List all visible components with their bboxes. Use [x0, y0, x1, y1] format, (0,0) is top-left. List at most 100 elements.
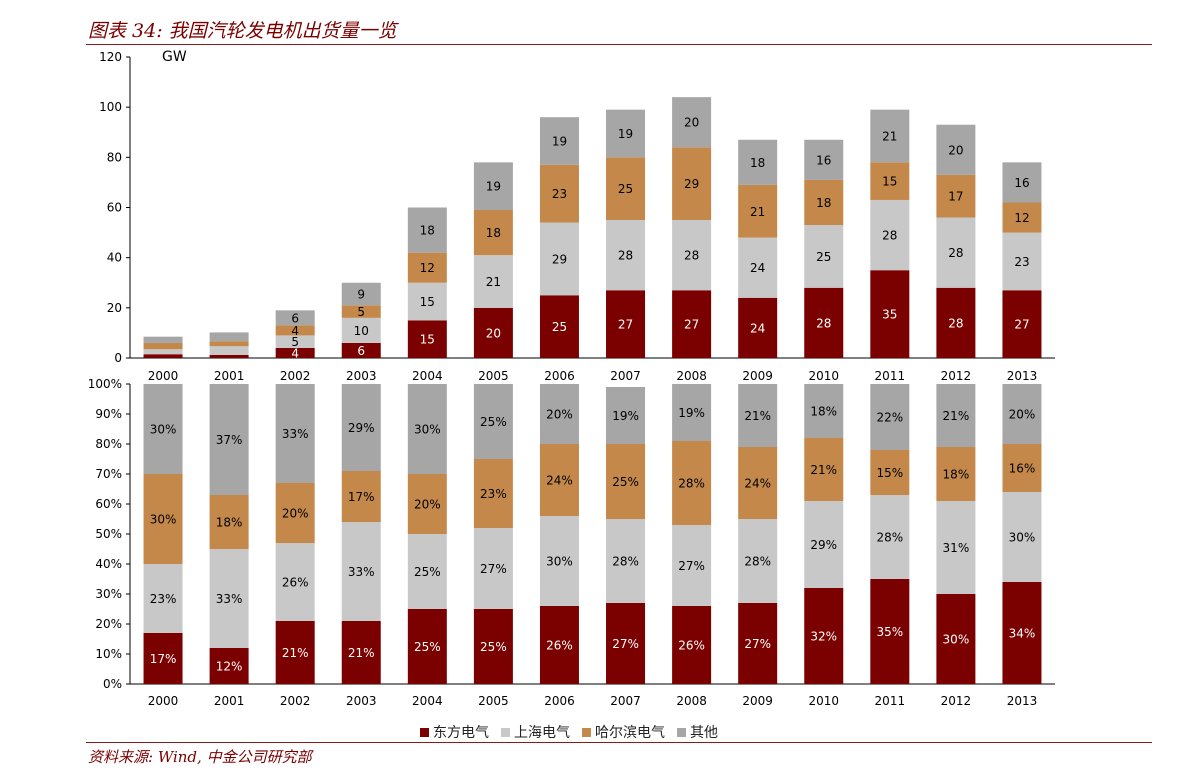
bar-pct-2004-s2 [407, 474, 447, 534]
bar-abs-2007-s3 [606, 109, 646, 158]
bar-abs-2001-s3 [209, 332, 249, 342]
data-label-pct-2010-s3: 18% [810, 405, 837, 419]
bar-abs-2001-s2 [209, 341, 249, 347]
data-label-abs-2008-s3: 20 [684, 116, 699, 130]
data-label-abs-2004-s0: 15 [420, 333, 435, 347]
bar-abs-2000-s0 [143, 354, 183, 358]
data-label-abs-2003-s1: 10 [354, 324, 369, 338]
y-tick-label-pct: 80% [95, 437, 122, 451]
bar-pct-2012-s0 [936, 594, 976, 684]
bar-pct-2010-s2 [804, 438, 844, 501]
data-label-pct-2002-s2: 20% [282, 507, 309, 521]
data-label-pct-2006-s3: 20% [546, 408, 573, 422]
data-label-abs-2006-s1: 29 [552, 252, 567, 266]
bar-abs-2011-s2 [870, 162, 910, 200]
bar-pct-2007-s1 [606, 519, 646, 603]
data-label-abs-2008-s2: 29 [684, 177, 699, 191]
legend: 东方电气 上海电气 哈尔滨电气 其他 [420, 722, 718, 742]
legend-item-harbin: 哈尔滨电气 [582, 722, 665, 742]
data-label-pct-2008-s1: 27% [678, 559, 705, 573]
y-tick-label-pct: 0% [103, 677, 122, 691]
data-label-abs-2010-s1: 25 [816, 250, 831, 264]
x-tick-label-abs: 2011 [875, 369, 906, 383]
data-label-pct-2002-s0: 21% [282, 646, 309, 660]
x-tick-label-pct: 2010 [808, 694, 839, 708]
bar-pct-2011-s2 [870, 450, 910, 495]
data-label-abs-2010-s2: 18 [816, 196, 831, 210]
bar-abs-2010-s3 [804, 139, 844, 180]
bar-abs-2013-s3 [1002, 162, 1042, 203]
data-label-pct-2010-s2: 21% [810, 463, 837, 477]
x-tick-label-pct: 2008 [676, 694, 707, 708]
bar-pct-2005-s0 [473, 609, 513, 684]
data-label-pct-2013-s2: 16% [1009, 462, 1036, 476]
bar-pct-2004-s1 [407, 534, 447, 609]
bar-pct-2005-s1 [473, 528, 513, 609]
bar-abs-2008-s0 [672, 290, 712, 358]
bar-abs-2013-s2 [1002, 202, 1042, 233]
bar-abs-2004-s3 [407, 207, 447, 253]
bar-pct-2007-s3 [606, 387, 646, 444]
bar-pct-2009-s2 [738, 447, 778, 519]
bar-pct-2001-s3 [209, 384, 249, 495]
bar-abs-2002-s2 [275, 325, 315, 336]
data-label-abs-2012-s2: 17 [948, 190, 963, 204]
data-label-pct-2012-s1: 31% [943, 541, 970, 555]
data-label-pct-2007-s3: 19% [612, 409, 639, 423]
bar-abs-2009-s3 [738, 139, 778, 185]
bar-abs-2002-s0 [275, 347, 315, 358]
bar-abs-2003-s1 [341, 317, 381, 343]
bar-abs-2005-s2 [473, 210, 513, 256]
bar-pct-2000-s0 [143, 633, 183, 684]
bar-pct-2006-s1 [539, 516, 579, 606]
x-tick-label-abs: 2002 [280, 369, 311, 383]
y-tick-label-pct: 60% [95, 497, 122, 511]
bar-abs-2003-s2 [341, 305, 381, 318]
bar-abs-2003-s3 [341, 282, 381, 306]
bar-pct-2013-s1 [1002, 492, 1042, 582]
legend-label-shanghai: 上海电气 [514, 725, 570, 741]
bar-abs-2004-s2 [407, 252, 447, 283]
bar-abs-2010-s1 [804, 225, 844, 288]
data-label-pct-2012-s0: 30% [943, 633, 970, 647]
data-label-pct-2000-s0: 17% [150, 652, 177, 666]
data-label-abs-2011-s1: 28 [882, 229, 897, 243]
data-label-abs-2005-s2: 18 [486, 226, 501, 240]
unit-label: GW [162, 49, 187, 65]
data-label-pct-2008-s3: 19% [678, 406, 705, 420]
y-tick-label-pct: 10% [95, 647, 122, 661]
bar-pct-2003-s1 [341, 522, 381, 621]
data-label-pct-2000-s3: 30% [150, 423, 177, 437]
data-label-pct-2011-s3: 22% [876, 411, 903, 425]
bar-abs-2009-s0 [738, 297, 778, 358]
data-label-abs-2005-s0: 20 [486, 326, 501, 340]
data-label-pct-2006-s1: 30% [546, 555, 573, 569]
bar-abs-2007-s1 [606, 220, 646, 291]
bar-abs-2013-s0 [1002, 290, 1042, 358]
x-tick-label-pct: 2006 [544, 694, 575, 708]
y-tick-label-abs: 20 [107, 301, 122, 315]
bar-pct-2010-s1 [804, 501, 844, 588]
bar-abs-2012-s0 [936, 287, 976, 358]
bar-pct-2008-s3 [672, 384, 712, 441]
data-label-abs-2007-s3: 19 [618, 127, 633, 141]
bar-pct-2012-s3 [936, 384, 976, 447]
data-label-pct-2001-s3: 37% [216, 433, 243, 447]
y-tick-label-pct: 90% [95, 407, 122, 421]
bar-pct-2006-s2 [539, 444, 579, 516]
data-label-abs-2002-s2: 4 [291, 324, 299, 338]
data-label-pct-2004-s3: 30% [414, 423, 441, 437]
data-label-pct-2005-s0: 25% [480, 640, 507, 654]
bar-pct-2006-s0 [539, 606, 579, 684]
x-tick-label-pct: 2004 [412, 694, 443, 708]
x-tick-label-pct: 2011 [875, 694, 906, 708]
bar-pct-2009-s0 [738, 603, 778, 684]
data-label-pct-2000-s1: 23% [150, 592, 177, 606]
data-label-pct-2008-s0: 26% [678, 639, 705, 653]
bar-pct-2007-s2 [606, 444, 646, 519]
bar-abs-2008-s2 [672, 147, 712, 221]
data-label-abs-2011-s2: 15 [882, 175, 897, 189]
data-label-abs-2007-s0: 27 [618, 318, 633, 332]
bar-abs-2005-s1 [473, 255, 513, 308]
data-label-pct-2007-s0: 27% [612, 637, 639, 651]
